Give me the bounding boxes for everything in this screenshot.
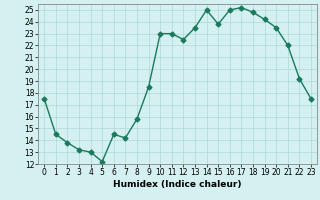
X-axis label: Humidex (Indice chaleur): Humidex (Indice chaleur) bbox=[113, 180, 242, 189]
